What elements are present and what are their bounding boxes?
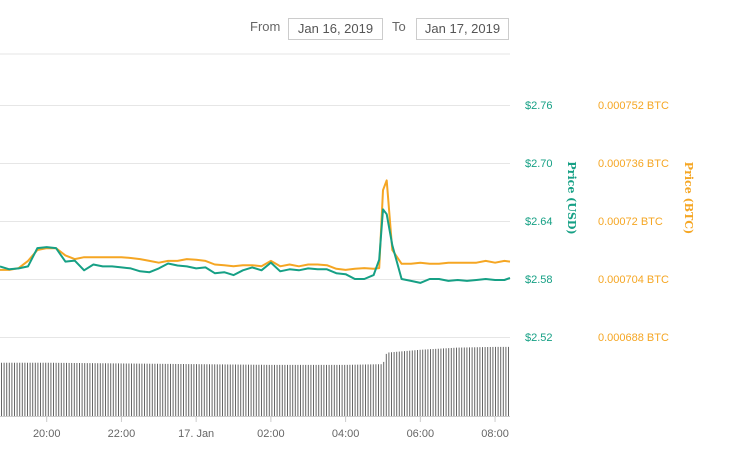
to-date-input[interactable]: Jan 17, 2019 [416, 18, 509, 40]
btc-tick-label: 0.000688 BTC [598, 332, 669, 344]
usd-price-line [0, 208, 511, 284]
to-label: To [392, 19, 406, 34]
btc-tick-label: 0.000736 BTC [598, 158, 669, 170]
x-tick-label: 02:00 [257, 428, 285, 440]
price-series [0, 179, 511, 284]
x-tick-label: 20:00 [33, 428, 61, 440]
usd-tick-label: $2.52 [525, 332, 553, 344]
usd-tick-label: $2.64 [525, 216, 553, 228]
usd-tick-label: $2.58 [525, 274, 553, 286]
usd-tick-label: $2.76 [525, 100, 553, 112]
x-tick-label: 22:00 [108, 428, 136, 440]
usd-tick-label: $2.70 [525, 158, 553, 170]
btc-axis-title: Price (BTC) [682, 162, 695, 234]
grid-lines [0, 53, 510, 417]
btc-tick-label: 0.00072 BTC [598, 216, 663, 228]
axes: Price (USD) Price (BTC) $2.76 $2.70 $2.64 $… [33, 100, 695, 440]
x-tick-label: 04:00 [332, 428, 360, 440]
from-label: From [250, 19, 281, 34]
x-tick-label: 17. Jan [178, 428, 214, 440]
x-tick-label: 08:00 [481, 428, 509, 440]
usd-axis-title: Price (USD) [565, 161, 578, 234]
from-date-input[interactable]: Jan 16, 2019 [288, 18, 383, 40]
btc-price-line [0, 179, 511, 271]
x-tick-label: 06:00 [407, 428, 435, 440]
volume-bars [1, 346, 509, 416]
btc-tick-label: 0.000752 BTC [598, 100, 669, 112]
btc-tick-label: 0.000704 BTC [598, 274, 669, 286]
